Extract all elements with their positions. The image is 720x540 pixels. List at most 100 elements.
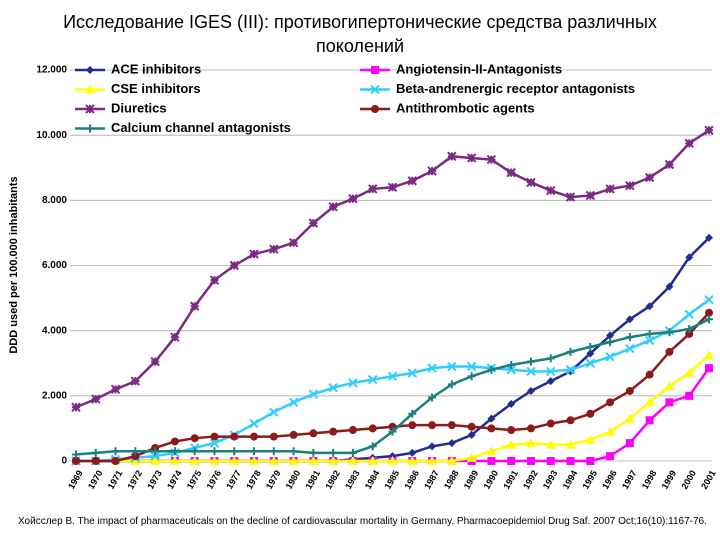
x-tick-label: 1983 <box>343 469 362 491</box>
data-point <box>348 448 357 457</box>
data-point <box>507 399 516 408</box>
data-point <box>328 456 339 465</box>
x-tick-label: 1989 <box>462 469 481 491</box>
data-point <box>71 402 81 412</box>
y-axis-label: DDD used per 100.000 inhabitants <box>8 176 20 353</box>
data-point <box>586 409 595 418</box>
x-tick-label: 1971 <box>106 469 125 491</box>
data-point <box>387 456 398 465</box>
data-point <box>91 394 101 404</box>
data-point <box>249 249 259 259</box>
data-point <box>210 447 219 456</box>
data-point <box>170 447 179 456</box>
data-point <box>269 244 279 254</box>
x-tick-label: 1974 <box>165 469 184 491</box>
data-point <box>645 370 654 379</box>
data-point <box>624 413 635 423</box>
data-point <box>408 448 417 457</box>
data-point <box>566 416 575 425</box>
data-point <box>329 448 338 457</box>
data-point <box>427 166 437 176</box>
data-point <box>487 424 496 433</box>
x-tick-label: 1979 <box>264 469 283 491</box>
x-tick-label: 1972 <box>125 469 144 491</box>
data-point <box>644 397 655 407</box>
data-point <box>308 456 319 465</box>
data-point <box>428 421 437 430</box>
y-tick-label: 0 <box>61 456 67 467</box>
legend-label: Beta-andrenergic receptor antagonists <box>396 81 635 96</box>
data-point <box>606 398 615 407</box>
x-tick-label: 1982 <box>323 469 342 491</box>
data-point <box>665 398 674 407</box>
x-tick-label: 1987 <box>422 469 441 491</box>
data-point <box>308 389 319 399</box>
legend-label: CSE inhibitors <box>111 81 201 96</box>
data-point <box>525 438 536 448</box>
data-point <box>487 457 496 465</box>
series-line <box>76 311 710 463</box>
x-tick-label: 1990 <box>482 469 501 491</box>
y-tick-label: 8.000 <box>42 195 67 206</box>
data-point <box>72 457 80 465</box>
data-point <box>586 349 595 358</box>
data-point <box>507 426 516 435</box>
data-point <box>665 282 674 291</box>
x-tick-label: 1976 <box>205 469 224 491</box>
data-point <box>546 185 556 196</box>
data-point <box>368 374 378 385</box>
legend-label: Diuretics <box>111 100 167 115</box>
data-point <box>131 452 140 461</box>
data-point <box>111 447 120 456</box>
data-point <box>428 442 437 451</box>
x-tick-label: 1973 <box>145 469 164 491</box>
x-tick-label: 1969 <box>66 469 85 491</box>
data-point <box>546 354 555 363</box>
data-point <box>269 432 278 441</box>
data-point <box>348 426 357 435</box>
data-point <box>467 372 476 381</box>
data-point <box>446 456 457 465</box>
data-point <box>545 439 556 449</box>
y-tick-label: 6.000 <box>42 260 67 271</box>
data-point <box>230 432 239 441</box>
data-point <box>447 361 457 372</box>
data-point <box>368 184 378 194</box>
data-point <box>250 432 259 441</box>
data-point <box>151 447 160 456</box>
data-point <box>150 356 160 367</box>
x-tick-label: 1977 <box>224 469 243 491</box>
data-point <box>664 159 675 170</box>
data-point <box>605 426 616 436</box>
legend-label: Antithrombotic agents <box>396 100 535 115</box>
data-point <box>309 429 318 438</box>
series-line <box>76 367 711 463</box>
data-point <box>85 104 95 114</box>
data-point <box>526 424 535 433</box>
data-point <box>169 456 180 465</box>
data-point <box>526 366 536 377</box>
data-point <box>348 378 358 388</box>
data-point <box>526 457 535 465</box>
data-point <box>506 365 516 375</box>
data-point <box>565 439 576 449</box>
data-point <box>91 457 100 465</box>
data-point <box>407 368 417 378</box>
data-point <box>566 347 575 356</box>
data-point <box>645 329 654 338</box>
data-point <box>428 393 437 402</box>
data-point <box>645 302 654 311</box>
x-tick-label: 1999 <box>660 469 679 491</box>
data-point <box>605 184 615 194</box>
x-tick-label: 1993 <box>541 469 560 491</box>
x-tick-label: 1988 <box>442 469 461 491</box>
data-point <box>150 451 160 461</box>
data-point <box>625 315 634 324</box>
data-point <box>427 363 437 373</box>
x-tick-label: 1995 <box>580 469 599 491</box>
data-point <box>328 382 338 393</box>
data-point <box>684 368 695 378</box>
series-line <box>75 129 710 409</box>
x-tick-label: 1994 <box>561 469 580 491</box>
